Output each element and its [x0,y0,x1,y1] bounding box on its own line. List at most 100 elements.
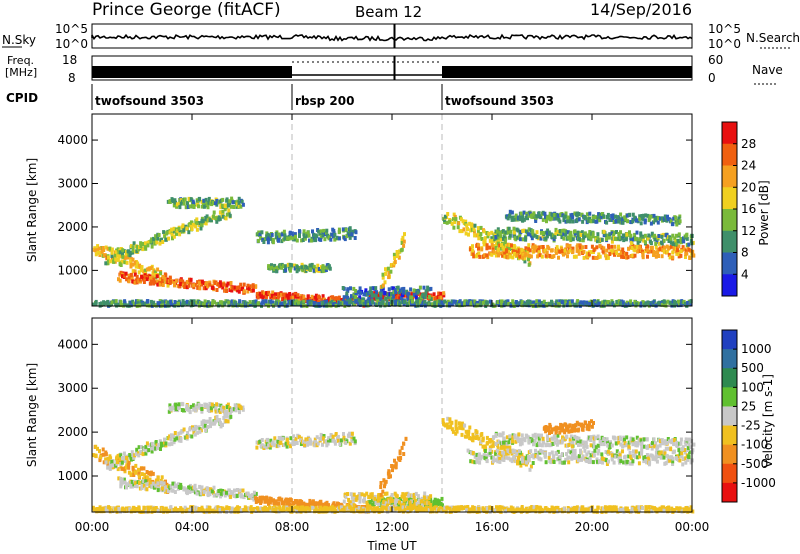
echo-cell [116,302,120,307]
echo-cell [530,439,534,444]
echo-cell [357,301,361,306]
echo-cell [267,264,271,269]
echo-cell [254,284,258,289]
echo-cell [106,299,110,304]
echo-cell [129,264,133,269]
echo-cell [477,236,481,241]
echo-cell [128,276,132,281]
echo-cell [310,294,314,299]
echo-cell [210,489,214,494]
echo-cell [358,496,362,501]
echo-cell [252,490,256,495]
echo-cell [275,269,279,274]
echo-cell [169,484,173,489]
echo-cell [539,236,543,241]
echo-cell [258,232,262,237]
echo-cell [485,243,489,248]
echo-cell [579,300,583,305]
echo-cell [471,248,475,253]
echo-cell [437,499,441,504]
panel-frame-overlay [91,113,693,307]
echo-cell [348,235,352,240]
echo-cell [481,444,485,449]
echo-cell [520,433,524,438]
echo-cell [151,275,155,280]
echo-cell [134,264,138,269]
echo-cell [659,240,663,245]
y-tick-label: 3000 [57,177,88,191]
echo-cell [347,434,351,439]
echo-cell [402,441,406,446]
echo-cell [185,226,189,231]
echo-cell [521,218,525,223]
echo-cell [354,291,358,296]
echo-cell [168,276,172,281]
echo-cell [661,248,665,253]
echo-cell [621,220,625,225]
cpid-segment-label: twofsound 3503 [445,94,554,108]
echo-cell [327,438,330,443]
echo-cell [402,495,406,499]
echo-cell [638,451,642,456]
echo-cell [580,456,584,461]
echo-cell [510,215,514,220]
echo-cell [302,439,305,444]
echo-cell [466,448,470,453]
echo-cell [179,282,183,287]
echo-cell [502,445,506,450]
echo-cell [137,451,141,456]
echo-cell [523,253,527,258]
echo-cell [397,500,401,505]
echo-cell [437,291,441,296]
echo-cell [121,274,124,279]
echo-cell [470,451,474,456]
echo-cell [443,214,447,219]
echo-cell [469,459,473,464]
echo-cell [130,450,134,455]
echo-cell [321,233,325,238]
echo-cell [269,266,273,271]
echo-cell [159,447,162,451]
echo-cell [604,458,608,463]
echo-cell [625,459,629,464]
echo-cell [501,450,505,455]
echo-cell [239,406,243,411]
echo-cell [482,453,486,458]
echo-cell [221,489,225,493]
echo-cell [605,462,609,466]
echo-cell [421,292,425,297]
echo-cell [342,432,345,436]
echo-cell [272,303,276,308]
echo-cell [665,244,669,249]
echo-cell [480,301,484,306]
echo-cell [150,266,153,271]
echo-cell [154,272,158,277]
echo-cell [293,237,297,242]
echo-cell [527,257,530,262]
echo-cell [310,265,314,270]
echo-cell [413,502,417,507]
echo-cell [527,262,531,267]
echo-cell [385,301,389,306]
echo-cell [494,451,498,456]
echo-cell [375,296,379,301]
echo-cell [377,296,381,301]
echo-cell [393,500,397,505]
echo-cell [144,444,148,449]
echo-cell [502,436,506,441]
echo-cell [573,211,577,216]
echo-cell [550,302,554,307]
echo-cell [154,440,158,444]
echo-cell [112,259,116,264]
echo-cell [121,456,124,460]
echo-cell [662,300,666,305]
echo-cell [425,498,429,503]
echo-cell [499,237,503,242]
echo-cell [662,238,666,243]
echo-cell [619,212,623,217]
echo-cell [388,292,392,297]
echo-cell [508,246,512,250]
echo-cell [527,440,531,445]
echo-cell [642,238,646,243]
echo-cell [506,299,510,304]
